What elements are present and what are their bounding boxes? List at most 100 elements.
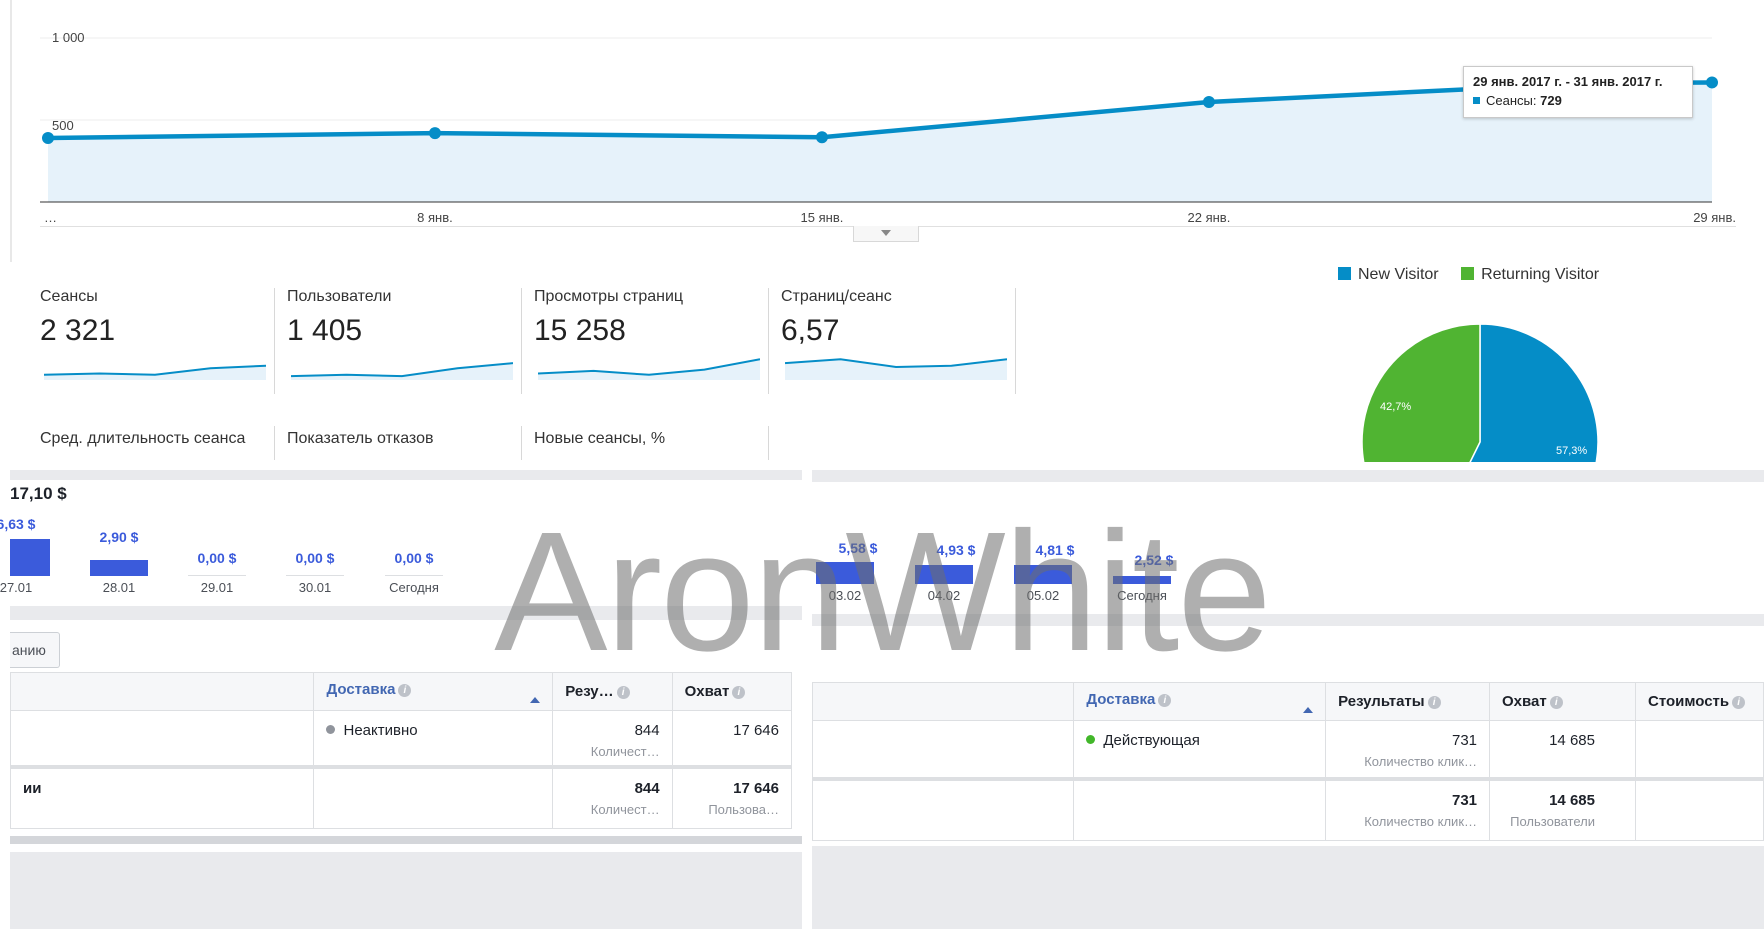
bar-date: 03.02 bbox=[828, 588, 862, 603]
metric-divider bbox=[274, 288, 275, 394]
metric-avg-session-duration[interactable]: Сред. длительность сеанса bbox=[40, 430, 245, 460]
results-value: 844 bbox=[634, 779, 660, 797]
header-label: Охват bbox=[684, 683, 730, 700]
table-scrollbar[interactable] bbox=[10, 836, 802, 844]
visitor-pie-chart[interactable]: 57,3% 42,7% bbox=[1330, 300, 1630, 462]
column-header-reach[interactable]: Охват i bbox=[671, 672, 793, 711]
column-header-name[interactable] bbox=[811, 682, 1075, 721]
data-point[interactable] bbox=[42, 132, 54, 145]
data-point[interactable] bbox=[428, 127, 441, 140]
cell-delivery bbox=[313, 764, 554, 829]
spend-bar[interactable] bbox=[90, 559, 148, 576]
info-icon[interactable]: i bbox=[1427, 696, 1441, 709]
spend-bar[interactable] bbox=[915, 564, 973, 584]
legend-item-returning-visitor[interactable]: Returning Visitor bbox=[1461, 266, 1599, 284]
bar-date: 05.02 bbox=[1026, 588, 1060, 603]
data-point[interactable] bbox=[1706, 76, 1718, 89]
delivery-status: Действующая bbox=[1103, 732, 1200, 749]
header-label: Результаты bbox=[1338, 693, 1425, 710]
status-dot-icon bbox=[1086, 735, 1096, 744]
sparkline-line bbox=[785, 358, 1007, 369]
column-header-reach[interactable]: Охват i bbox=[1489, 682, 1636, 721]
results-type: Количество клик… bbox=[1364, 754, 1478, 769]
metric-sessions[interactable]: Сеансы 2 321 bbox=[40, 288, 288, 396]
bar-value: 2,52 $ bbox=[1134, 552, 1174, 568]
header-label: Доставка bbox=[326, 680, 396, 698]
cell-delivery bbox=[1073, 776, 1327, 841]
data-point[interactable] bbox=[815, 131, 828, 144]
metric-value: 15 258 bbox=[534, 314, 626, 347]
spend-bar[interactable] bbox=[1014, 565, 1072, 584]
metric-bounce-rate[interactable]: Показатель отказов bbox=[287, 430, 433, 460]
metric-divider bbox=[521, 426, 522, 460]
x-tick-label: 29 янв. bbox=[1693, 210, 1736, 225]
reach-value: 14 685 bbox=[1549, 732, 1595, 749]
column-header-name[interactable] bbox=[9, 672, 315, 711]
spend-bar[interactable] bbox=[286, 575, 344, 576]
campaign-table-left: Доставка i Резу… i Охват i Неактивно 844 Кол… bbox=[9, 672, 793, 829]
spend-bar[interactable] bbox=[188, 575, 246, 576]
panel-divider bbox=[812, 470, 1764, 482]
table-total-row: ии 844 Количест… 17 646 Пользова… bbox=[9, 764, 793, 829]
bar-value: 5,58 $ bbox=[838, 540, 878, 556]
metric-pageviews[interactable]: Просмотры страниц 15 258 bbox=[534, 288, 782, 396]
sparkline-line bbox=[44, 364, 266, 376]
y-tick-label: 500 bbox=[52, 118, 74, 133]
column-header-results[interactable]: Резу… i bbox=[552, 672, 673, 711]
pie-slice-new-visitor[interactable] bbox=[1428, 323, 1599, 462]
metric-divider bbox=[274, 426, 275, 460]
pie-slice-label: 57,3% bbox=[1556, 445, 1587, 457]
campaign-table-right: Доставка i Результаты i Охват i Стоимость i … bbox=[811, 682, 1764, 841]
table-row[interactable]: Неактивно 844 Количест… 17 646 bbox=[9, 710, 793, 767]
cell-reach: 17 646 bbox=[671, 710, 793, 767]
info-icon[interactable]: i bbox=[1158, 693, 1172, 707]
metric-new-sessions[interactable]: Новые сеансы, % bbox=[534, 430, 665, 460]
table-row[interactable]: Действующая 731 Количество клик… 14 685 bbox=[811, 720, 1764, 779]
metric-users[interactable]: Пользователи 1 405 bbox=[287, 288, 535, 396]
legend-swatch-icon bbox=[1338, 267, 1351, 280]
pie-slice-returning-visitor[interactable] bbox=[1361, 323, 1481, 462]
column-header-delivery[interactable]: Доставка i bbox=[1073, 682, 1327, 721]
column-header-delivery[interactable]: Доставка i bbox=[313, 672, 554, 711]
sort-ascending-icon bbox=[1303, 706, 1314, 713]
metric-pages-per-session[interactable]: Страниц/сеанс 6,57 bbox=[781, 288, 1029, 396]
cell-results: 844 Количест… bbox=[552, 764, 673, 829]
cell-reach: 14 685 bbox=[1489, 720, 1636, 779]
metric-sparkline bbox=[291, 362, 513, 380]
info-icon[interactable]: i bbox=[732, 686, 746, 699]
metric-value: 2 321 bbox=[40, 314, 116, 347]
cell-results: 731 Количество клик… bbox=[1325, 720, 1491, 779]
spend-bar[interactable] bbox=[1113, 575, 1171, 584]
tooltip-range: 29 янв. 2017 г. - 31 янв. 2017 г. bbox=[1473, 74, 1663, 89]
results-type: Количество клик… bbox=[1364, 813, 1478, 829]
spend-bar[interactable] bbox=[385, 575, 443, 576]
info-icon[interactable]: i bbox=[1549, 696, 1563, 709]
x-tick-label: 15 янв. bbox=[801, 210, 844, 225]
data-point[interactable] bbox=[1202, 95, 1215, 108]
series-color-icon bbox=[1473, 97, 1480, 104]
bar-value: 6,63 $ bbox=[0, 516, 36, 532]
metric-divider bbox=[1015, 288, 1016, 394]
edit-campaign-button[interactable]: анию bbox=[10, 632, 60, 668]
spend-bar[interactable] bbox=[816, 561, 874, 584]
metric-divider bbox=[768, 288, 769, 394]
chevron-down-icon bbox=[881, 230, 891, 236]
sessions-area bbox=[48, 82, 1712, 202]
metric-label: Новые сеансы, % bbox=[534, 430, 666, 447]
sort-ascending-icon bbox=[530, 696, 541, 703]
column-header-cost[interactable]: Стоимость i bbox=[1634, 682, 1764, 721]
collapse-chart-tab[interactable] bbox=[853, 226, 919, 242]
info-icon[interactable]: i bbox=[398, 683, 412, 697]
info-icon[interactable]: i bbox=[1732, 696, 1746, 709]
reach-value: 17 646 bbox=[733, 722, 779, 739]
total-row-label: ии bbox=[23, 779, 42, 797]
spend-bar[interactable] bbox=[10, 538, 50, 576]
column-header-results[interactable]: Результаты i bbox=[1325, 682, 1491, 721]
legend-item-new-visitor[interactable]: New Visitor bbox=[1338, 266, 1439, 284]
info-icon[interactable]: i bbox=[616, 686, 630, 699]
sparkline-area bbox=[785, 359, 1007, 380]
cell-delivery: Действующая bbox=[1073, 720, 1327, 779]
metric-label: Просмотры страниц bbox=[534, 288, 684, 305]
bar-value: 2,90 $ bbox=[99, 529, 139, 545]
cell-reach: 14 685 Пользователи bbox=[1489, 776, 1636, 841]
